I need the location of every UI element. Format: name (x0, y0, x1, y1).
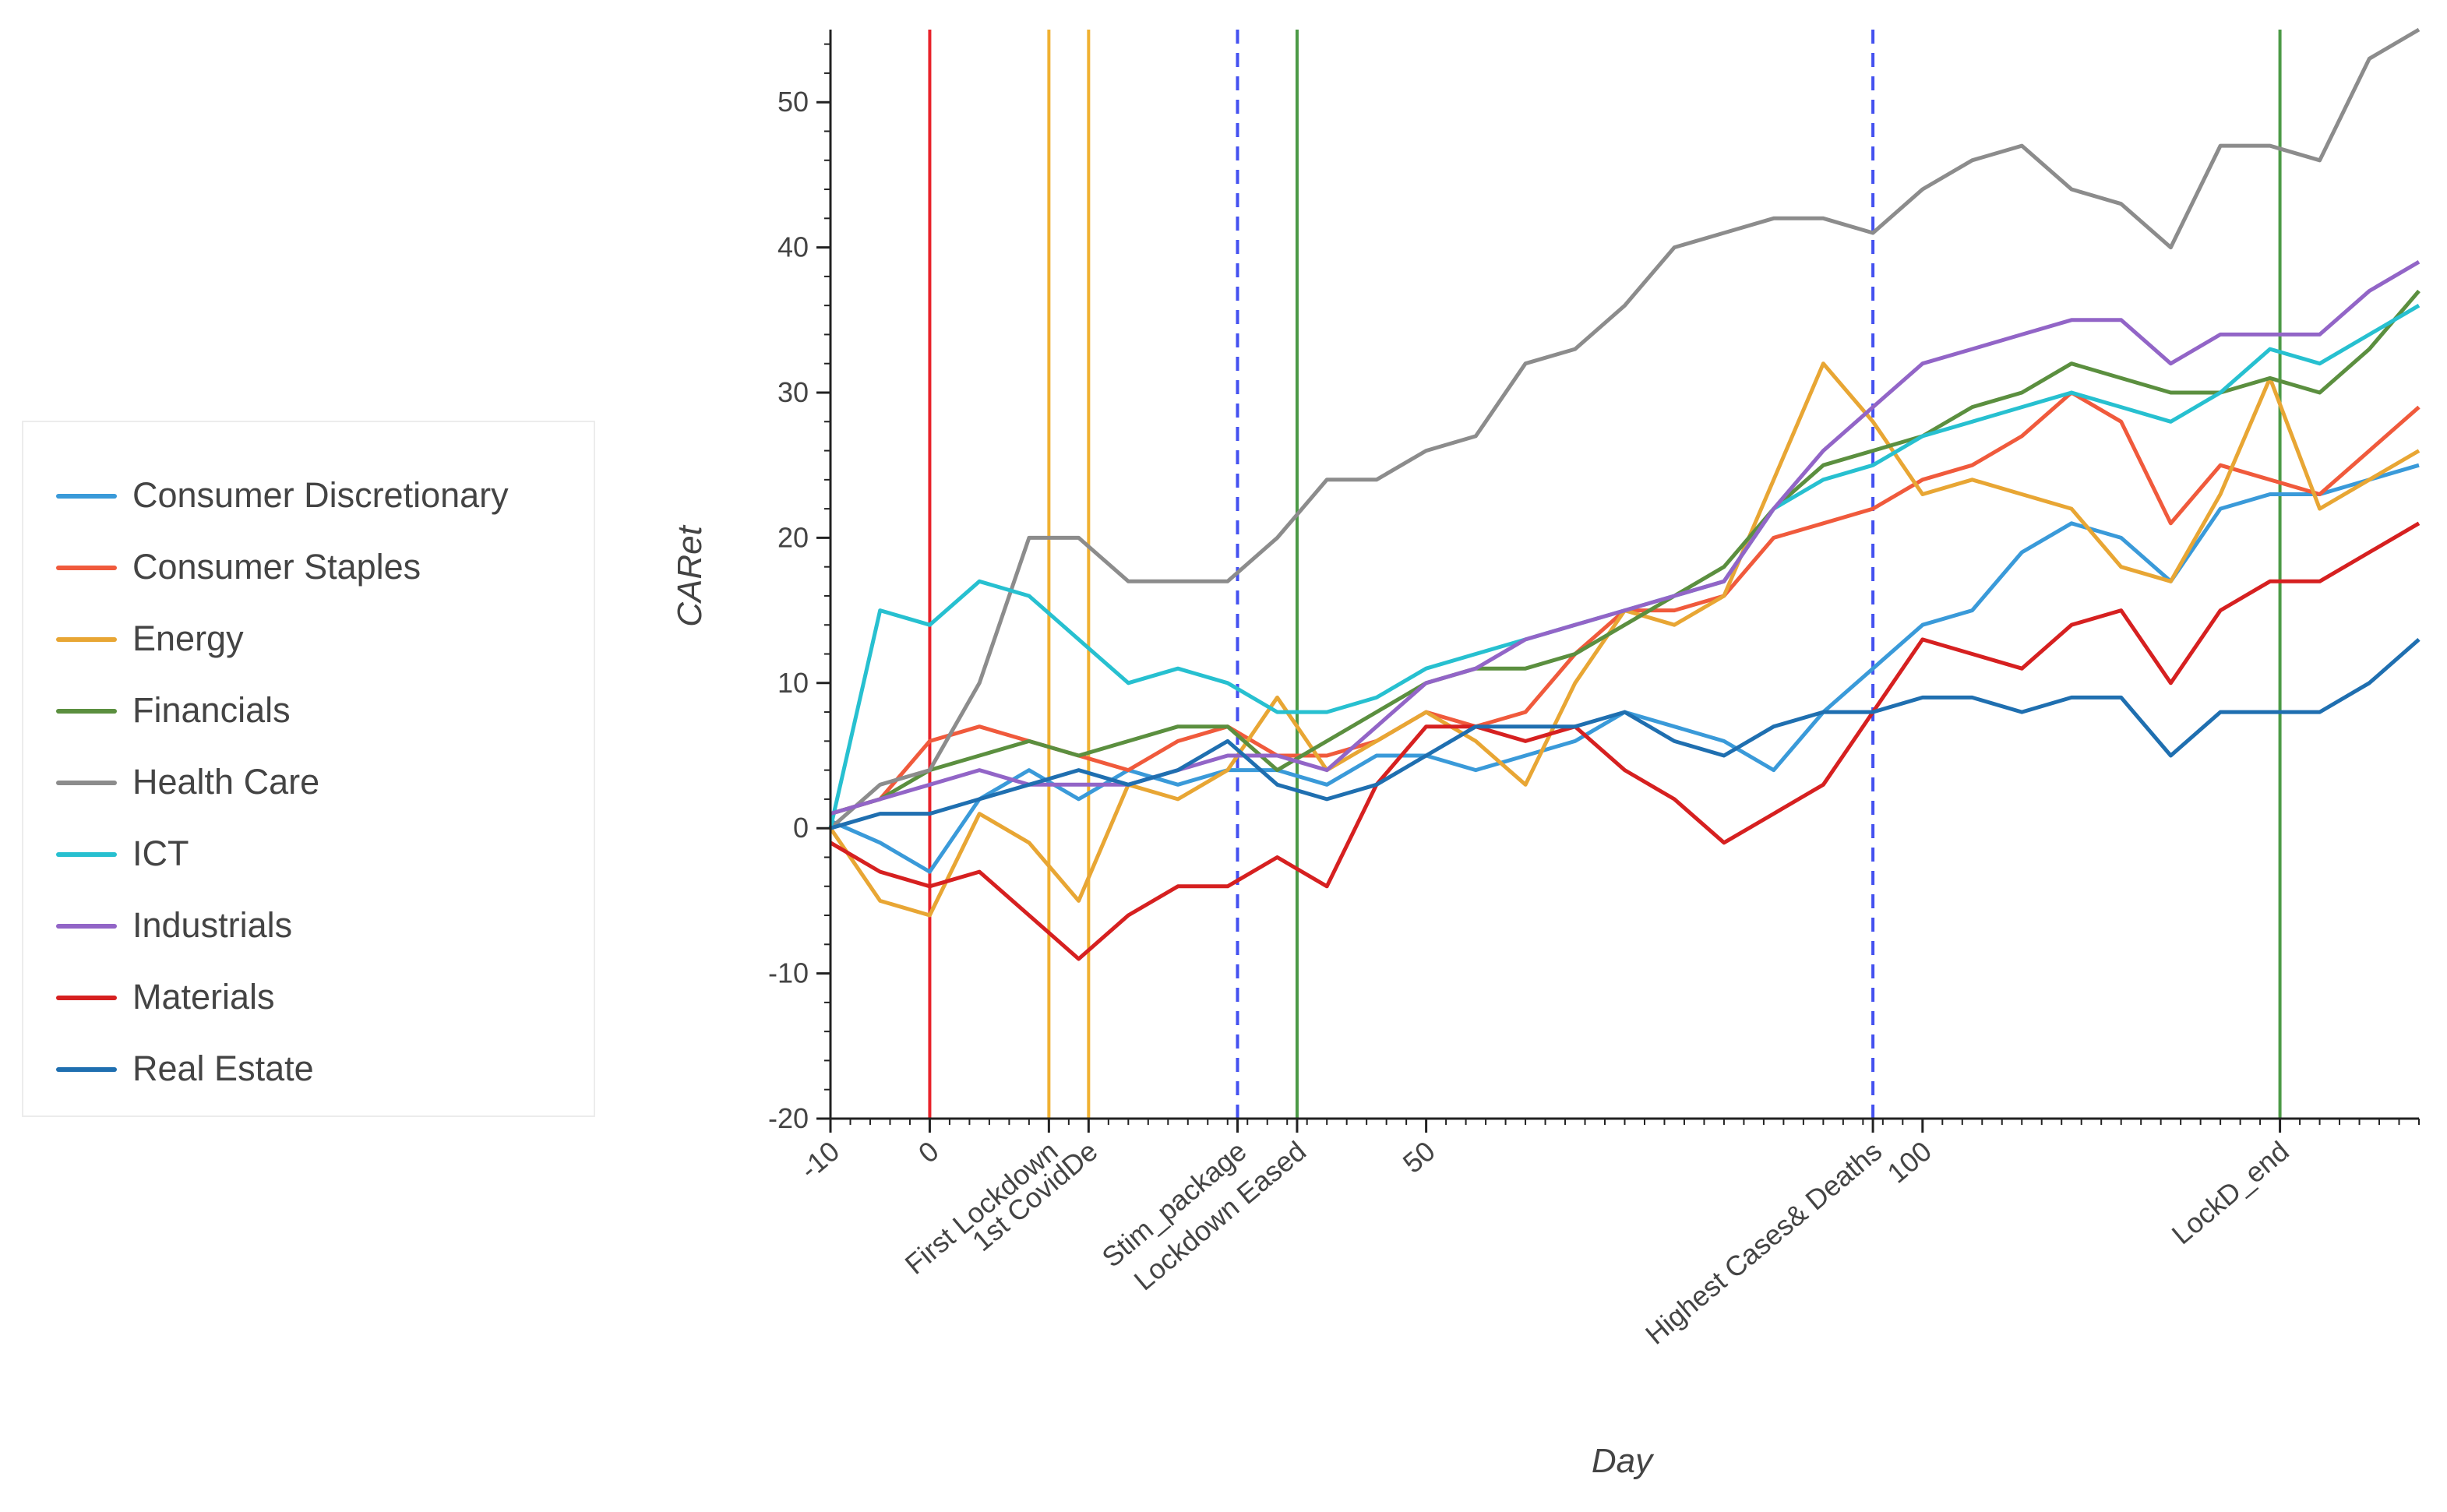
legend-item[interactable]: Health Care (23, 759, 594, 805)
legend-label: Consumer Staples (132, 547, 421, 587)
event-tick-label: LockD_end (2166, 1135, 2295, 1250)
legend-item[interactable]: Consumer Staples (23, 544, 594, 590)
series-line (828, 361, 2421, 918)
legend-item[interactable]: Industrials (23, 902, 594, 949)
series-line (830, 260, 2421, 816)
x-tick-label: 100 (1881, 1135, 1938, 1190)
legend-label: Consumer Discretionary (132, 475, 509, 515)
legend-swatch (56, 1067, 117, 1072)
legend-swatch (56, 637, 117, 642)
event-tick-label: Highest Cases& Deaths (1639, 1135, 1888, 1351)
legend-swatch (56, 924, 117, 929)
y-tick-label: 0 (793, 812, 809, 844)
series-line (830, 638, 2421, 830)
legend-label: Health Care (132, 762, 320, 802)
legend-item[interactable]: Financials (23, 687, 594, 734)
legend-label: Industrials (132, 905, 293, 945)
series-line (830, 289, 2421, 816)
legend-swatch (56, 709, 117, 714)
legend-item[interactable]: Consumer Discretionary (23, 472, 594, 519)
x-axis-label: Day (1592, 1442, 1655, 1480)
legend-label: Real Estate (132, 1049, 314, 1088)
legend: Consumer Discretionary Consumer Staples En… (22, 421, 595, 1117)
series-line (829, 27, 2421, 830)
legend-swatch (56, 852, 117, 857)
y-tick-label: 50 (777, 86, 809, 118)
legend-label: Materials (132, 977, 275, 1017)
x-tick-label: 50 (1397, 1135, 1441, 1179)
y-tick-label: -10 (768, 957, 809, 989)
series-line (829, 521, 2421, 961)
legend-item[interactable]: Energy (23, 615, 594, 662)
legend-swatch (56, 494, 117, 499)
y-tick-label: 30 (777, 376, 809, 408)
series-line (830, 390, 2421, 816)
legend-label: ICT (132, 834, 189, 873)
legend-label: Energy (132, 619, 244, 658)
y-tick-label: -20 (768, 1102, 809, 1134)
y-tick-label: 20 (777, 521, 809, 553)
y-tick-label: 40 (777, 231, 809, 263)
x-tick-label: -10 (794, 1135, 845, 1186)
y-axis-label: CARet (671, 524, 709, 626)
legend-item[interactable]: ICT (23, 830, 594, 877)
legend-swatch (56, 996, 117, 1000)
legend-label: Financials (132, 690, 291, 730)
legend-swatch (56, 566, 117, 570)
series-lines (828, 27, 2421, 961)
x-tick-label: 0 (912, 1135, 945, 1169)
legend-swatch (56, 781, 117, 785)
y-tick-label: 10 (777, 667, 809, 699)
legend-item[interactable]: Materials (23, 974, 594, 1020)
legend-item[interactable]: Real Estate (23, 1045, 594, 1092)
